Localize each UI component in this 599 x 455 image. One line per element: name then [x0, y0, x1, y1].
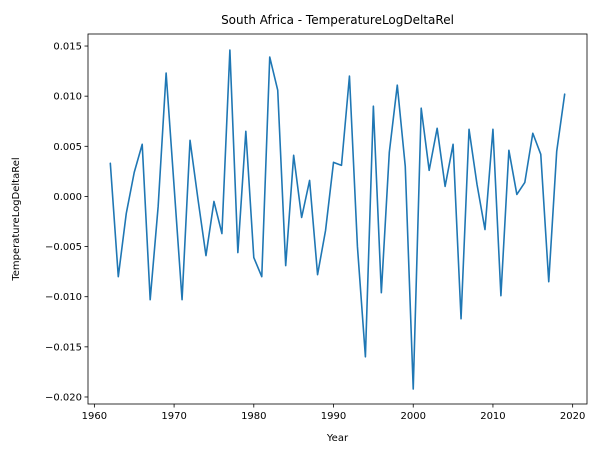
- y-tick-label: 0.005: [53, 142, 82, 153]
- x-tick-label: 1990: [321, 411, 346, 422]
- y-tick-label: 0.000: [53, 192, 82, 203]
- y-tick-label: −0.015: [45, 342, 82, 353]
- x-tick-label: 2010: [480, 411, 505, 422]
- x-tick-label: 1980: [241, 411, 266, 422]
- x-tick-label: 2020: [560, 411, 585, 422]
- x-tick-label: 1960: [82, 411, 107, 422]
- y-tick-label: 0.015: [53, 42, 82, 53]
- y-tick-label: −0.005: [45, 242, 82, 253]
- plot-area: 1960 1970 1980 1990 2000 2010 2020 −0.020 −0.015…: [45, 33, 588, 422]
- series-line: [109, 49, 566, 390]
- x-axis-label: Year: [326, 433, 349, 444]
- x-tick-label: 1970: [161, 411, 186, 422]
- y-axis-label: TemperatureLogDeltaRel: [11, 157, 22, 281]
- plot-frame: [87, 33, 588, 405]
- y-tick-label: −0.010: [45, 292, 82, 303]
- y-tick-label: 0.010: [53, 92, 82, 103]
- y-tick-label: −0.020: [45, 392, 82, 403]
- chart-title: South Africa - TemperatureLogDeltaRel: [221, 13, 454, 27]
- x-tick-label: 2000: [401, 411, 426, 422]
